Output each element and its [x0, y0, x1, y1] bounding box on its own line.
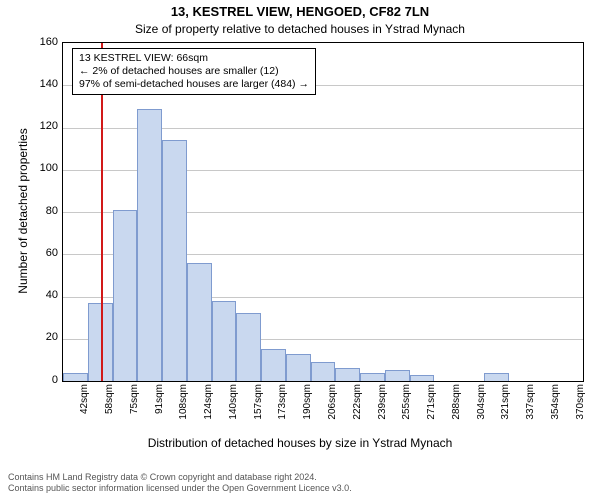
bar [212, 301, 237, 381]
x-tick-label: 370sqm [575, 384, 586, 434]
y-tick-label: 40 [28, 289, 58, 301]
bar [360, 373, 385, 381]
y-tick-label: 160 [28, 36, 58, 48]
x-tick-label: 206sqm [327, 384, 338, 434]
annotation-box: 13 KESTREL VIEW: 66sqm ← 2% of detached … [72, 48, 316, 95]
bar [484, 373, 509, 381]
y-tick-label: 120 [28, 120, 58, 132]
x-tick-label: 321sqm [500, 384, 511, 434]
chart-container: 13, KESTREL VIEW, HENGOED, CF82 7LN Size… [0, 0, 600, 500]
footer-line2: Contains public sector information licen… [8, 483, 352, 494]
annotation-line1: 13 KESTREL VIEW: 66sqm [79, 52, 309, 65]
x-tick-label: 354sqm [550, 384, 561, 434]
x-tick-label: 222sqm [352, 384, 363, 434]
y-tick-label: 20 [28, 331, 58, 343]
bar [63, 373, 88, 381]
x-tick-label: 58sqm [104, 384, 115, 434]
bar [335, 368, 360, 381]
x-tick-label: 157sqm [253, 384, 264, 434]
x-tick-label: 108sqm [178, 384, 189, 434]
bar [261, 349, 286, 381]
x-axis-label: Distribution of detached houses by size … [0, 436, 600, 450]
footer: Contains HM Land Registry data © Crown c… [8, 472, 352, 495]
footer-line1: Contains HM Land Registry data © Crown c… [8, 472, 352, 483]
bar [385, 370, 410, 381]
y-tick-label: 140 [28, 78, 58, 90]
bar [187, 263, 212, 381]
x-tick-label: 190sqm [302, 384, 313, 434]
x-tick-label: 337sqm [525, 384, 536, 434]
y-tick-label: 0 [28, 374, 58, 386]
x-tick-label: 304sqm [476, 384, 487, 434]
annotation-line3: 97% of semi-detached houses are larger (… [79, 78, 309, 91]
bar [113, 210, 138, 381]
x-tick-label: 124sqm [203, 384, 214, 434]
x-tick-label: 173sqm [277, 384, 288, 434]
x-tick-label: 75sqm [129, 384, 140, 434]
x-tick-label: 42sqm [79, 384, 90, 434]
y-tick-label: 80 [28, 205, 58, 217]
x-tick-label: 271sqm [426, 384, 437, 434]
bar [137, 109, 162, 382]
y-tick-label: 60 [28, 247, 58, 259]
chart-title: 13, KESTREL VIEW, HENGOED, CF82 7LN [0, 4, 600, 19]
bar [162, 140, 187, 381]
x-tick-label: 288sqm [451, 384, 462, 434]
y-tick-label: 100 [28, 162, 58, 174]
bar [311, 362, 336, 381]
bar [236, 313, 261, 381]
x-tick-label: 140sqm [228, 384, 239, 434]
x-tick-label: 255sqm [401, 384, 412, 434]
bar [286, 354, 311, 381]
bar [410, 375, 435, 381]
annotation-line2: ← 2% of detached houses are smaller (12) [79, 65, 309, 78]
x-tick-label: 239sqm [377, 384, 388, 434]
x-tick-label: 91sqm [154, 384, 165, 434]
chart-subtitle: Size of property relative to detached ho… [0, 22, 600, 36]
